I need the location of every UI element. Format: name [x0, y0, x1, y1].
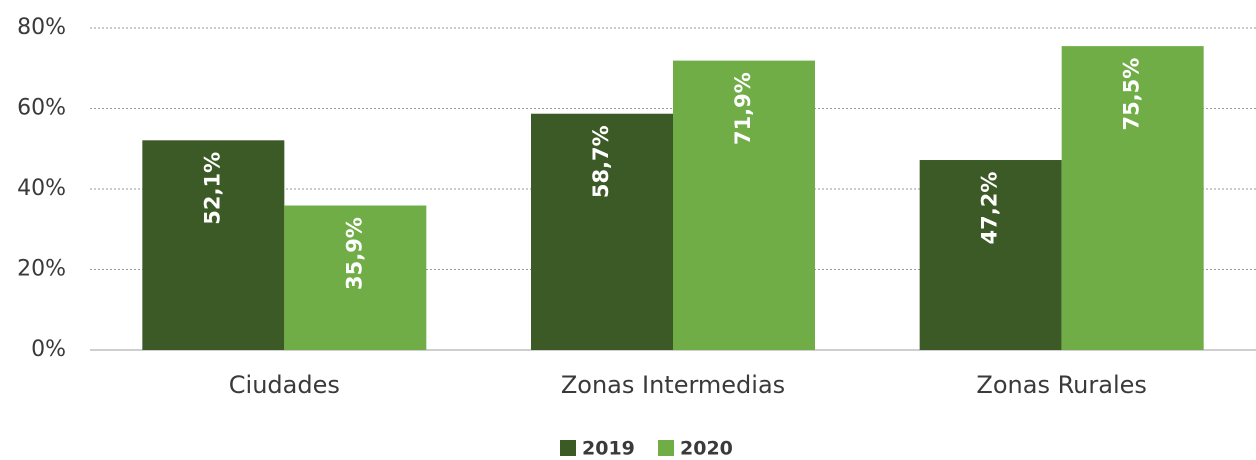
- y-tick-label: 60%: [17, 96, 66, 121]
- legend-swatch: [560, 440, 576, 456]
- value-label: 52,1%: [200, 152, 224, 225]
- value-label: 35,9%: [342, 217, 366, 290]
- y-tick-label: 20%: [17, 257, 66, 282]
- value-label: 75,5%: [1120, 58, 1144, 131]
- value-label: 71,9%: [731, 72, 755, 145]
- legend-label: 2019: [582, 438, 635, 460]
- bar: [919, 160, 1062, 350]
- x-tick-label: Ciudades: [229, 371, 340, 399]
- legend-swatch: [658, 440, 674, 456]
- legend-label: 2020: [680, 438, 733, 460]
- bar: [673, 60, 815, 350]
- bar: [1061, 46, 1204, 351]
- x-tick-label: Zonas Intermedias: [561, 371, 785, 399]
- bar: [531, 113, 673, 350]
- bar: [284, 205, 427, 350]
- x-tick-label: Zonas Rurales: [976, 371, 1147, 399]
- y-tick-label: 80%: [17, 15, 66, 40]
- y-tick-label: 40%: [17, 176, 66, 201]
- bar: [142, 140, 285, 350]
- value-label: 58,7%: [589, 125, 613, 198]
- value-label: 47,2%: [978, 172, 1002, 245]
- y-tick-label: 0%: [31, 337, 66, 362]
